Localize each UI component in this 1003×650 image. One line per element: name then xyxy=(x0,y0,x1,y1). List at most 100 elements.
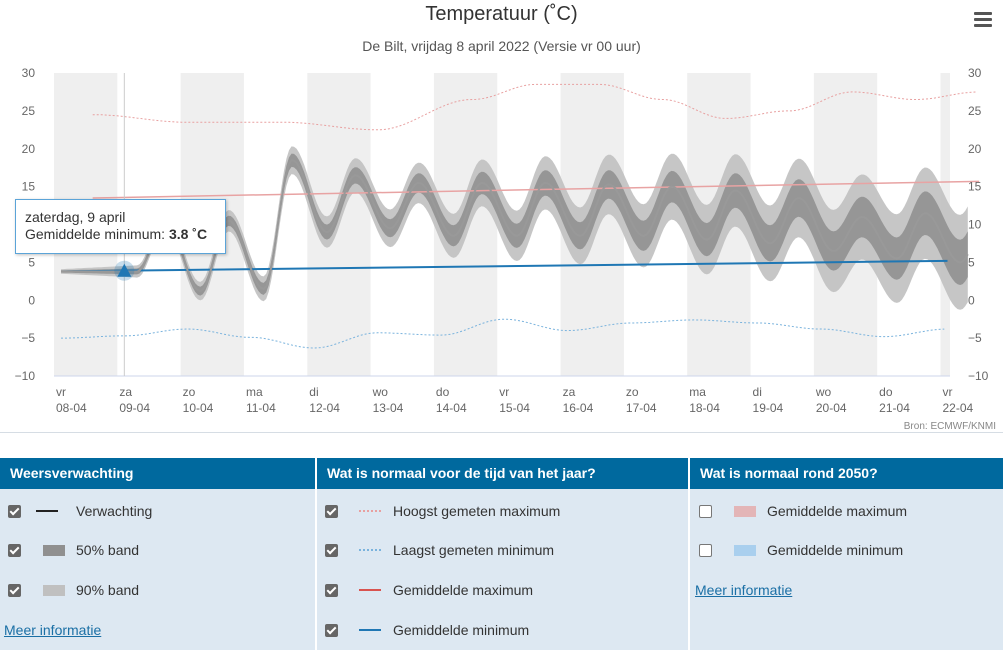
y-tick-label-right: −10 xyxy=(968,369,989,383)
x-tick-date: 18-04 xyxy=(689,401,720,415)
legend-label: Gemiddelde maximum xyxy=(393,582,534,598)
y-tick-label-left: 0 xyxy=(28,293,35,307)
x-tick-day: vr xyxy=(499,385,509,399)
x-tick-date: 12-04 xyxy=(309,401,340,415)
x-tick-date: 22-04 xyxy=(943,401,974,415)
x-tick-day: ma xyxy=(246,385,263,399)
chart-credit: Bron: ECMWF/KNMI xyxy=(904,421,996,432)
checkbox-band-50[interactable] xyxy=(8,544,21,557)
legend-label: 90% band xyxy=(76,582,140,598)
legend-divider xyxy=(688,458,690,650)
verwachting-swatch xyxy=(36,510,58,512)
chart-title: Temperatuur (˚C) xyxy=(425,3,578,25)
record-lines xyxy=(61,83,977,349)
more-info-link-2050[interactable]: Meer informatie xyxy=(695,582,793,598)
forecast-bands xyxy=(61,146,968,310)
tooltip-label: Gemiddelde minimum: xyxy=(25,226,166,242)
more-info-link-forecast[interactable]: Meer informatie xyxy=(4,622,102,638)
x-tick-date: 10-04 xyxy=(183,401,214,415)
y-tick-label-right: 20 xyxy=(968,142,982,156)
x-tick-day: do xyxy=(436,385,450,399)
x-tick-day: di xyxy=(753,385,762,399)
forecast-line-path xyxy=(61,159,969,293)
x-tick-day: wo xyxy=(815,385,832,399)
band-50-swatch xyxy=(43,545,65,556)
x-tick-date: 20-04 xyxy=(816,401,847,415)
avg-min-swatch xyxy=(359,629,381,631)
record-max-swatch xyxy=(359,510,381,512)
chart-subtitle: De Bilt, vrijdag 8 april 2022 (Versie vr… xyxy=(362,38,641,54)
legend-col-2050: Wat is normaal rond 2050? Gemiddelde max… xyxy=(690,458,1003,650)
x-tick-date: 11-04 xyxy=(246,401,276,415)
record-min-swatch xyxy=(359,549,381,551)
2050-min-swatch xyxy=(734,545,756,556)
y-tick-label-right: 30 xyxy=(968,66,982,80)
x-tick-date: 14-04 xyxy=(436,401,467,415)
x-tick-date: 09-04 xyxy=(119,401,150,415)
x-tick-date: 13-04 xyxy=(373,401,404,415)
legend-panel: Weersverwachting Verwachting 50% band 90… xyxy=(0,458,1003,650)
x-tick-date: 08-04 xyxy=(56,401,87,415)
avg-min-line xyxy=(60,259,948,273)
checkbox-2050-min[interactable] xyxy=(699,544,712,557)
x-tick-day: do xyxy=(879,385,893,399)
checkbox-record-max[interactable] xyxy=(325,505,338,518)
y-tick-label-left: −5 xyxy=(21,331,35,345)
legend-label: Laagst gemeten minimum xyxy=(393,542,555,558)
x-tick-day: di xyxy=(309,385,318,399)
x-tick-day: vr xyxy=(56,385,66,399)
y-tick-label-left: 20 xyxy=(22,142,36,156)
triangle-marker-icon xyxy=(117,263,132,277)
legend-col-forecast: Weersverwachting Verwachting 50% band 90… xyxy=(0,458,315,650)
legend-divider xyxy=(315,458,317,650)
x-tick-date: 16-04 xyxy=(563,401,594,415)
x-tick-day: za xyxy=(119,385,132,399)
legend-label: Verwachting xyxy=(76,503,153,519)
2050-max-swatch xyxy=(734,506,756,517)
tooltip-date: zaterdag, 9 april xyxy=(25,209,126,225)
checkbox-2050-max[interactable] xyxy=(699,505,712,518)
x-tick-day: vr xyxy=(943,385,953,399)
checkbox-record-min[interactable] xyxy=(325,544,338,557)
x-tick-day: za xyxy=(563,385,576,399)
legend-label: Gemiddelde minimum xyxy=(393,622,530,638)
band-50 xyxy=(61,153,968,296)
legend-label: Hoogst gemeten maximum xyxy=(393,503,561,519)
legend-header-forecast: Weersverwachting xyxy=(0,458,315,489)
divider xyxy=(0,432,1003,433)
checkbox-verwachting[interactable] xyxy=(8,505,21,518)
y-tick-label-right: 5 xyxy=(968,255,975,269)
tooltip-line: Gemiddelde minimum: 3.8 ˚C xyxy=(25,226,217,243)
y-tick-label-left: 15 xyxy=(22,180,36,194)
chart-tooltip: zaterdag, 9 april Gemiddelde minimum: 3.… xyxy=(15,199,226,254)
y-tick-label-right: 10 xyxy=(968,218,982,232)
x-tick-date: 19-04 xyxy=(753,401,784,415)
temperature-chart: −10−10−5−5005510101515202025253030vr08-0… xyxy=(15,66,996,432)
y-tick-label-right: 15 xyxy=(968,180,982,194)
legend-label: Gemiddelde maximum xyxy=(767,503,908,519)
x-tick-date: 17-04 xyxy=(626,401,657,415)
x-tick-day: wo xyxy=(372,385,389,399)
y-tick-label-left: 25 xyxy=(22,104,36,118)
x-tick-day: ma xyxy=(689,385,706,399)
checkbox-avg-min[interactable] xyxy=(325,624,338,637)
y-tick-label-right: 25 xyxy=(968,104,982,118)
checkbox-avg-max[interactable] xyxy=(325,584,338,597)
x-tick-date: 15-04 xyxy=(499,401,530,415)
avg-max-swatch xyxy=(359,589,381,591)
avg-max-line xyxy=(92,180,980,199)
y-tick-label-right: −5 xyxy=(968,331,982,345)
checkbox-band-90[interactable] xyxy=(8,584,21,597)
x-tick-day: zo xyxy=(626,385,639,399)
x-tick-day: zo xyxy=(183,385,196,399)
hamburger-menu-icon[interactable] xyxy=(972,8,996,30)
legend-col-normal: Wat is normaal voor de tijd van het jaar… xyxy=(317,458,688,650)
legend-label: Gemiddelde minimum xyxy=(767,542,904,558)
average-lines xyxy=(60,180,980,273)
record-max-line xyxy=(92,83,977,131)
legend-header-2050: Wat is normaal rond 2050? xyxy=(690,458,1003,489)
legend-header-normal: Wat is normaal voor de tijd van het jaar… xyxy=(317,458,688,489)
band-90-swatch xyxy=(43,585,65,596)
forecast-line xyxy=(61,159,969,293)
y-tick-label-left: 5 xyxy=(28,255,35,269)
